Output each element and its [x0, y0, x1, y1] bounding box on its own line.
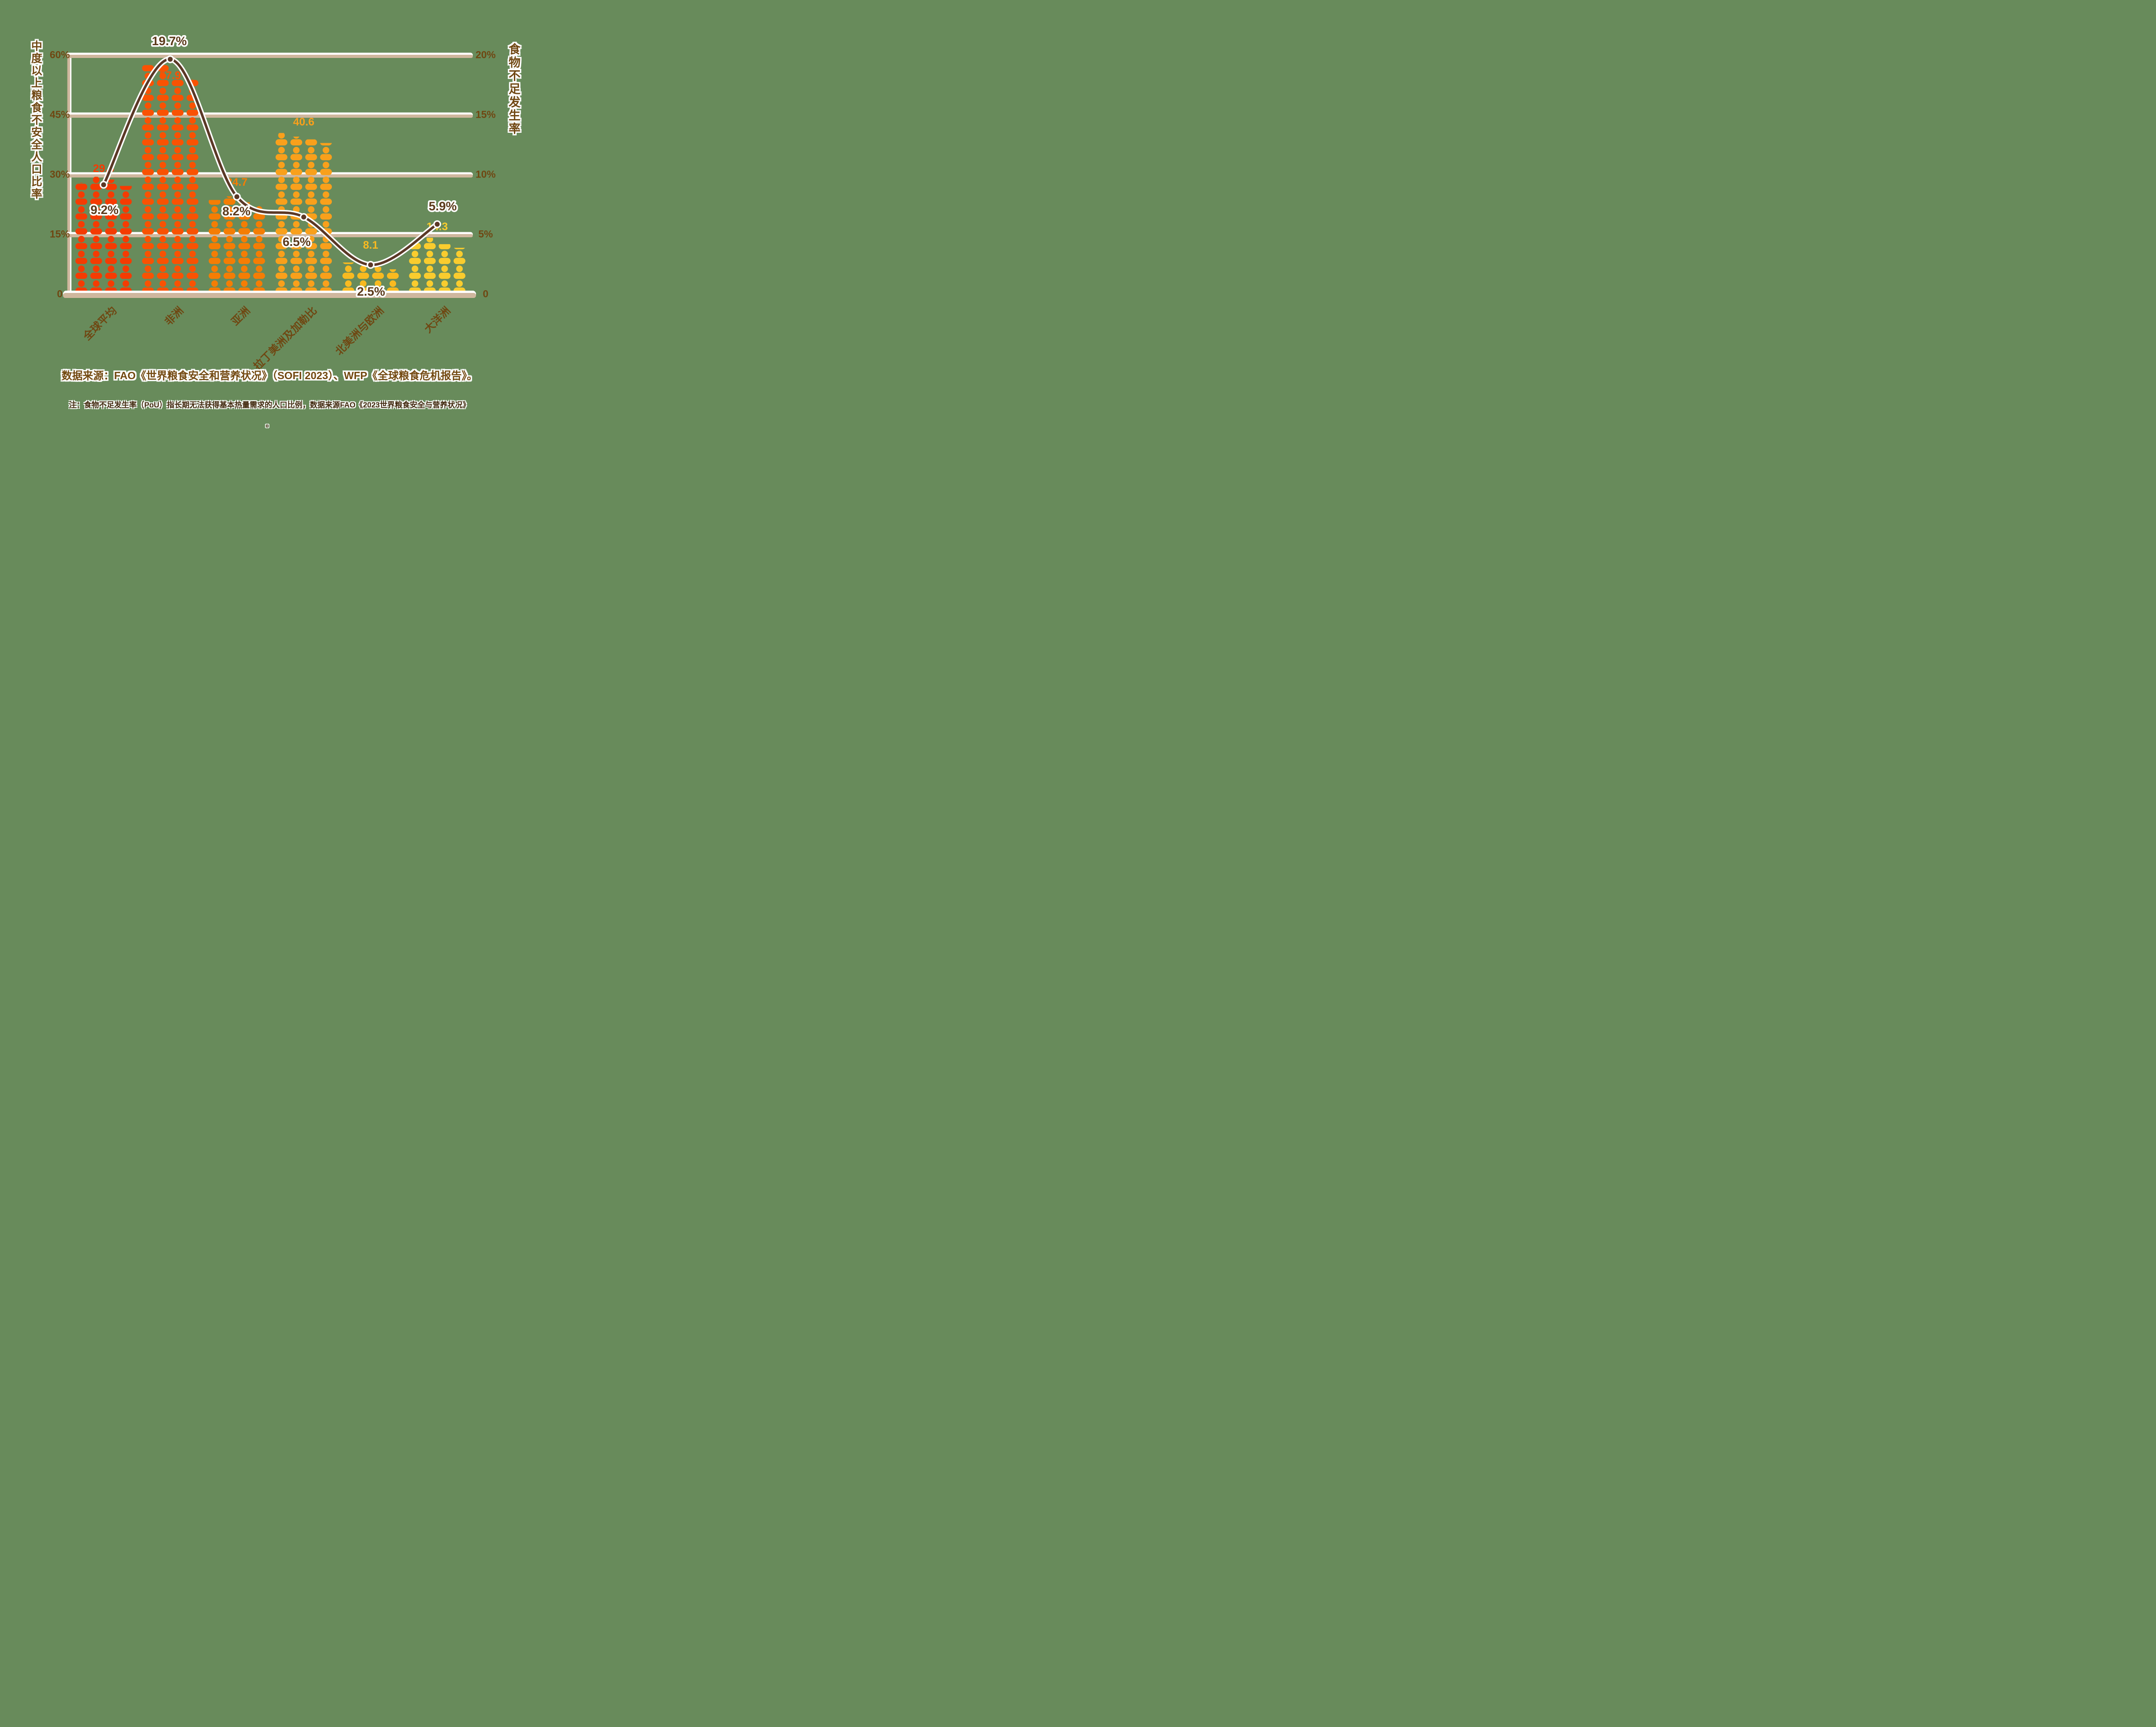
- right-axis-title: 食物不足发生率: [507, 43, 521, 136]
- icon-column: [222, 196, 237, 295]
- icon-column: [89, 177, 104, 295]
- icon-column: [452, 248, 467, 295]
- right-axis-tick-label: 20%: [476, 49, 496, 61]
- trend-marker: [366, 261, 375, 269]
- category-label: 亚洲: [229, 304, 252, 328]
- icon-column: [356, 265, 371, 295]
- category-label: 拉丁美洲及加勒比: [251, 304, 319, 372]
- chart-canvas: 60% 20%45% 15%30% 10%15% 5%0 029.657.924.740.…: [50, 33, 496, 372]
- icon-column: [408, 242, 423, 295]
- x-axis-baseline: [63, 293, 476, 298]
- icon-column: [170, 78, 185, 295]
- category-label: 全球平均: [80, 304, 119, 343]
- bar-value-label: 57.9: [160, 69, 181, 82]
- icon-column: [341, 262, 356, 295]
- right-axis-tick-label: 0: [483, 288, 488, 300]
- icon-column: [437, 244, 452, 295]
- icon-column: [371, 267, 386, 295]
- icon-column: [422, 238, 437, 295]
- bar-value-label: 8.1: [363, 239, 378, 251]
- icon-column: [251, 206, 267, 295]
- icon-column: [319, 143, 334, 295]
- icon-column: [104, 179, 119, 295]
- trend-marker: [99, 181, 108, 189]
- pou-value-label: 5.9%: [429, 199, 457, 213]
- left-axis-tick-label: 60%: [50, 49, 70, 61]
- trend-marker: [166, 55, 174, 63]
- icon-column: [141, 65, 156, 295]
- icon-column: [74, 183, 89, 295]
- category-label: 大洋洲: [422, 304, 452, 335]
- bar-value-label: 40.6: [293, 116, 314, 128]
- trend-marker: [233, 193, 241, 201]
- trend-marker: [299, 213, 308, 221]
- infographic-root: 60% 20% 45% 15% 30% 10% 15% 5% 0 0 29.6 57.9 24.7 40.…: [0, 0, 539, 432]
- left-axis-tick-label: 0: [57, 288, 63, 300]
- icon-column: [207, 200, 222, 295]
- left-axis-tick-label: 30%: [50, 169, 70, 180]
- pou-value-label: 9.2%: [90, 203, 119, 217]
- left-axis-tick-label: 45%: [50, 109, 70, 120]
- right-axis-tick-label: 5%: [478, 229, 493, 240]
- right-axis-tick-label: 10%: [476, 169, 496, 180]
- category-label: 北美洲与欧洲: [333, 304, 386, 357]
- trend-marker: [433, 220, 441, 229]
- icon-column: [385, 269, 400, 295]
- left-axis-title: 中度以上粮食不安全人口比率: [29, 40, 42, 200]
- icon-column: [237, 202, 252, 295]
- pictogram-bar: [207, 196, 267, 295]
- icon-column: [118, 186, 133, 295]
- gridline: [66, 55, 473, 58]
- category-label: 非洲: [162, 304, 186, 328]
- pou-value-label: 8.2%: [222, 204, 251, 218]
- note-text: 注：食物不足发生率（PoU）指长期无法获得基本热量需求的人口比例，数据来源FAO…: [68, 401, 471, 409]
- right-axis-tick-label: 15%: [476, 109, 496, 120]
- source-text: 数据来源：FAO《世界粮食安全和营养状况》（SOFI 2023）、WFP《全球粮…: [61, 370, 478, 381]
- pou-value-label: 19.7%: [152, 34, 187, 48]
- gridline: [66, 174, 473, 177]
- pictogram-bar: [141, 64, 200, 295]
- note-text-2: 。: [266, 420, 273, 428]
- pictogram-bar: [408, 238, 467, 295]
- pou-value-label: 2.5%: [357, 285, 385, 298]
- pou-value-label: 6.5%: [283, 235, 311, 249]
- pictogram-bar: [74, 177, 133, 295]
- left-axis-tick-label: 15%: [50, 229, 70, 240]
- gridline: [66, 115, 473, 118]
- icon-column: [185, 79, 200, 295]
- icon-column: [155, 64, 170, 295]
- pictogram-bar: [341, 262, 400, 295]
